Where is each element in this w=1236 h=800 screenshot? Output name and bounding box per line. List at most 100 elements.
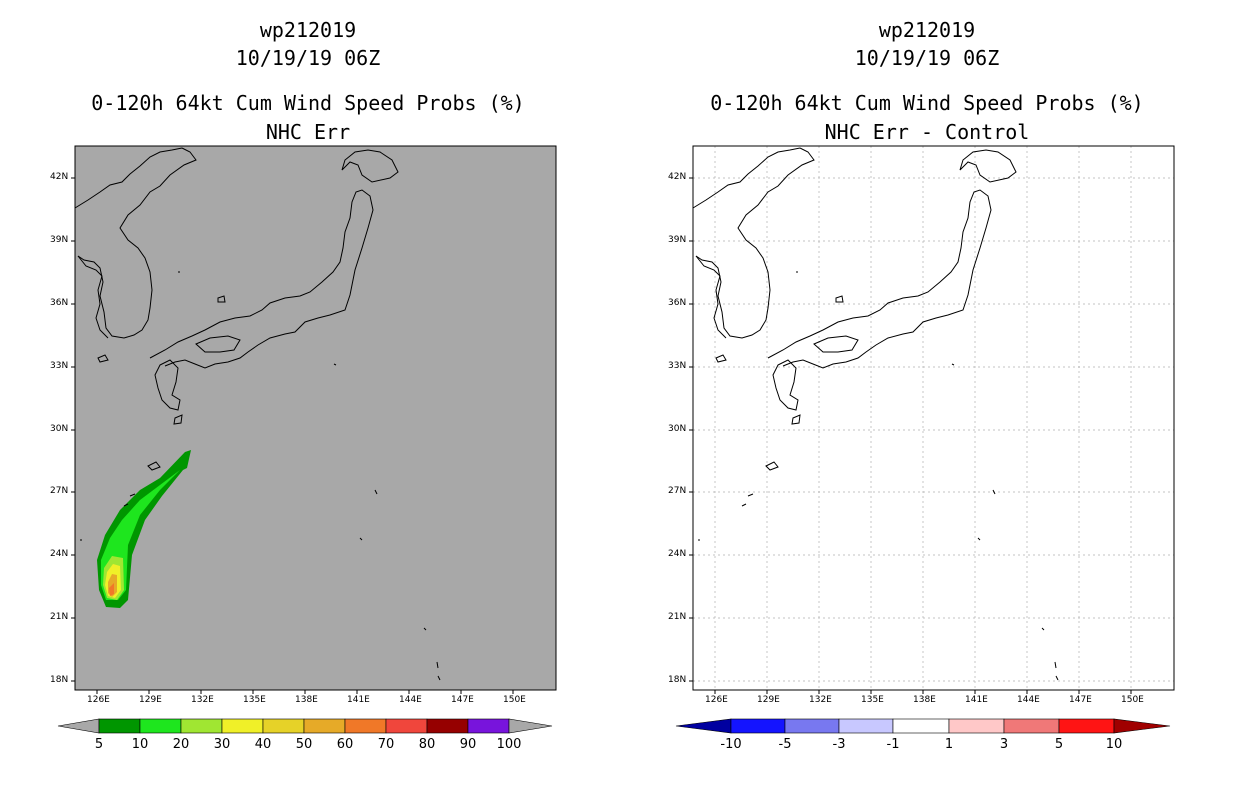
right-gridlines [693, 146, 1174, 690]
left-map-background [75, 146, 556, 690]
left-map-svg [57, 145, 557, 734]
right-cb-label: 3 [999, 737, 1009, 752]
left-cb-label: 40 [254, 737, 272, 752]
right-cb-label: 5 [1054, 737, 1064, 752]
right-map-frame [692, 145, 1175, 691]
right-lon-label: 126E [705, 695, 728, 705]
right-storm-id: wp212019 [878, 18, 976, 42]
islands [80, 271, 441, 681]
left-lat-label: 39N [50, 235, 69, 245]
left-lon-label: 141E [347, 695, 370, 705]
left-lat-label: 18N [50, 675, 69, 685]
left-cb-label: 50 [295, 737, 313, 752]
left-storm-id: wp212019 [259, 18, 357, 42]
left-cb-label: 70 [377, 737, 395, 752]
left-cb-label: 30 [213, 737, 231, 752]
left-cb-label: 20 [172, 737, 190, 752]
right-lat-label: 30N [668, 424, 687, 434]
mainland-coast [74, 147, 197, 339]
left-lat-label: 24N [50, 549, 69, 559]
hokkaido-coast [341, 149, 399, 183]
mainland-coast [692, 147, 815, 339]
left-lat-label: 42N [50, 172, 69, 182]
left-valid-time: 10/19/19 06Z [235, 46, 381, 70]
left-cb-label: 100 [496, 737, 522, 752]
right-cb-box-0 [675, 718, 732, 734]
left-axis-ticks [71, 177, 514, 694]
right-axis-ticks [689, 177, 1132, 694]
left-lon-label: 129E [139, 695, 162, 705]
right-cb-box-1 [730, 718, 786, 734]
right-cb-box-6 [1003, 718, 1060, 734]
left-probability-swath [97, 450, 191, 608]
right-valid-time: 10/19/19 06Z [854, 46, 1000, 70]
left-cb-label: 90 [459, 737, 477, 752]
kyushu-coast [154, 359, 181, 411]
right-colorbar [675, 718, 1171, 734]
korea-west-coast [695, 255, 727, 339]
kyushu-coast [772, 359, 799, 411]
right-lat-label: 21N [668, 612, 687, 622]
right-cb-label: -1 [886, 737, 900, 752]
right-lat-label: 33N [668, 361, 687, 371]
hokkaido-coast [959, 149, 1017, 183]
left-lon-label: 144E [399, 695, 422, 705]
shikoku-coast [195, 335, 241, 353]
right-run-title: NHC Err - Control [824, 120, 1030, 144]
islands [698, 271, 1059, 681]
right-lon-label: 141E [965, 695, 988, 705]
right-lat-label: 36N [668, 298, 687, 308]
left-cb-label: 10 [131, 737, 149, 752]
left-lat-label: 30N [50, 424, 69, 434]
left-lat-label: 36N [50, 298, 69, 308]
right-lat-label: 18N [668, 675, 687, 685]
left-lon-label: 150E [503, 695, 526, 705]
right-lon-label: 129E [757, 695, 780, 705]
right-lon-label: 135E [861, 695, 884, 705]
right-cb-label: 1 [944, 737, 954, 752]
left-lon-label: 126E [87, 695, 110, 705]
right-cb-label: -10 [720, 737, 742, 752]
right-lat-label: 42N [668, 172, 687, 182]
shikoku-coast [813, 335, 859, 353]
right-coastlines [692, 147, 1059, 681]
right-cb-box-8 [1113, 718, 1171, 734]
right-lon-label: 150E [1121, 695, 1144, 705]
right-lat-label: 27N [668, 486, 687, 496]
left-cb-label: 80 [418, 737, 436, 752]
left-lat-label: 27N [50, 486, 69, 496]
right-map-background [693, 146, 1174, 690]
right-cb-box-5 [948, 718, 1005, 734]
left-lon-label: 138E [295, 695, 318, 705]
right-cb-box-4 [892, 718, 950, 734]
left-colorbar-over [508, 718, 553, 734]
left-cb-label: 5 [94, 737, 104, 752]
right-lon-label: 144E [1017, 695, 1040, 705]
right-cb-label: -3 [832, 737, 846, 752]
left-colorbar [57, 718, 553, 734]
right-lon-label: 138E [913, 695, 936, 705]
left-lon-label: 132E [191, 695, 214, 705]
left-lon-label: 135E [243, 695, 266, 705]
left-lat-label: 21N [50, 612, 69, 622]
right-cb-box-7 [1058, 718, 1115, 734]
left-run-title: NHC Err [265, 120, 351, 144]
right-lon-label: 147E [1069, 695, 1092, 705]
honshu-coast [767, 189, 992, 369]
right-cb-label: -5 [778, 737, 792, 752]
right-lat-label: 24N [668, 549, 687, 559]
left-lat-label: 33N [50, 361, 69, 371]
right-product-title: 0-120h 64kt Cum Wind Speed Probs (%) [710, 91, 1144, 115]
left-cb-label: 60 [336, 737, 354, 752]
left-product-title: 0-120h 64kt Cum Wind Speed Probs (%) [91, 91, 525, 115]
left-map-frame [74, 145, 557, 691]
right-cb-label: 10 [1105, 737, 1123, 752]
left-coastlines [74, 147, 441, 681]
left-lon-label: 147E [451, 695, 474, 705]
right-lat-label: 39N [668, 235, 687, 245]
right-cb-box-3 [838, 718, 894, 734]
korea-west-coast [77, 255, 109, 339]
right-cb-box-2 [784, 718, 840, 734]
honshu-coast [149, 189, 374, 369]
